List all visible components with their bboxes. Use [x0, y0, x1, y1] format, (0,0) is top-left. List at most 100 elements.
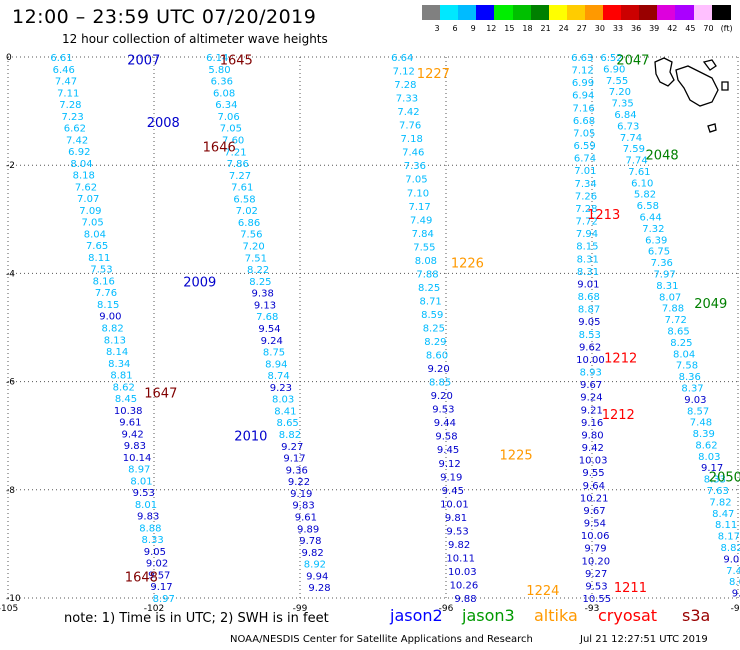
- swh-value: 9.53: [446, 526, 468, 537]
- swh-value: 7.34: [575, 179, 597, 190]
- swh-value: 9.83: [292, 501, 314, 512]
- swh-value: 9.27: [585, 569, 607, 580]
- swh-value: 6.10: [631, 178, 653, 189]
- swh-value: 7.11: [57, 88, 79, 99]
- scale-label: 24: [558, 24, 569, 33]
- lat-tick-label: -10: [6, 594, 21, 604]
- swh-value: 10.21: [580, 493, 609, 504]
- swh-value: 8.31: [577, 254, 599, 265]
- swh-value: 9.61: [119, 418, 141, 429]
- swh-value: 7.28: [575, 204, 597, 215]
- time-label: 1213: [587, 208, 620, 223]
- swh-value: 9.42: [582, 443, 604, 454]
- swh-value: 8.53: [579, 330, 601, 341]
- lon-tick-label: -90: [731, 604, 740, 614]
- swh-value: 6.34: [215, 100, 237, 111]
- lon-tick-label: -102: [144, 604, 164, 614]
- swh-value: 7.05: [405, 175, 427, 186]
- scale-swatch: [693, 5, 713, 20]
- swh-value: 9.17: [150, 582, 172, 593]
- swh-value: 7.88: [416, 269, 438, 280]
- scale-label: 70: [703, 24, 714, 33]
- swh-value: 10.38: [114, 406, 143, 417]
- swh-value: 8.04: [673, 349, 695, 360]
- swh-value: 9.80: [581, 430, 603, 441]
- swh-value: 9.62: [579, 342, 601, 353]
- time-label: 1212: [602, 408, 635, 423]
- swh-value: 6.59: [574, 141, 596, 152]
- swh-value: 7.51: [245, 253, 267, 264]
- swh-value: 7.68: [256, 312, 278, 323]
- swh-value: 7.56: [240, 230, 262, 241]
- scale-swatch: [530, 5, 550, 20]
- swh-value: 9.24: [580, 393, 602, 404]
- swh-value: 7.16: [572, 103, 594, 114]
- swh-value: 7.74: [625, 156, 647, 167]
- swh-value: 10.06: [581, 531, 610, 542]
- swh-value: 9.02: [146, 559, 168, 570]
- swh-value: 7.17: [408, 202, 430, 213]
- swh-value: 9.19: [290, 489, 312, 500]
- swh-value: 6.99: [572, 78, 594, 89]
- island-outline: [721, 81, 729, 91]
- swh-value: 8.65: [667, 326, 689, 337]
- swh-value: 8.22: [247, 265, 269, 276]
- island-outline: [707, 123, 717, 133]
- swh-value: 8.93: [580, 368, 602, 379]
- swh-value: 7.01: [574, 166, 596, 177]
- swh-value: 8.94: [265, 359, 287, 370]
- swh-value: 7.41: [726, 566, 740, 577]
- swh-value: 7.20: [242, 242, 264, 253]
- time-label: 1647: [144, 386, 177, 401]
- swh-value: 7.23: [62, 112, 84, 123]
- swh-value: 8.25: [418, 283, 440, 294]
- scale-swatch: [566, 5, 586, 20]
- swh-value: 9.42: [121, 429, 143, 440]
- swh-value: 6.52: [600, 53, 622, 64]
- swh-value: 9.27: [281, 442, 303, 453]
- swh-value: 8.07: [659, 292, 681, 303]
- swh-value: 7.61: [231, 183, 253, 194]
- swh-value: 9.20: [431, 391, 453, 402]
- swh-value: 5.80: [208, 65, 230, 76]
- swh-value: 10.03: [448, 567, 477, 578]
- swh-value: 8.11: [88, 253, 110, 264]
- lon-tick-label: -99: [293, 604, 308, 614]
- swh-value: 8.45: [115, 394, 137, 405]
- swh-value: 9.53: [432, 405, 454, 416]
- scale-swatch: [512, 5, 532, 20]
- swh-value: 9.23: [270, 383, 292, 394]
- scale-swatch: [440, 5, 460, 20]
- swh-value: 7.05: [220, 124, 242, 135]
- scale-label: 36: [631, 24, 642, 33]
- time-label: 1227: [417, 67, 450, 82]
- swh-value: 7.27: [229, 171, 251, 182]
- swh-value: 7.26: [575, 191, 597, 202]
- swh-value: 8.01: [130, 476, 152, 487]
- swh-value: 10.03: [579, 456, 608, 467]
- swh-value: 7.47: [55, 77, 77, 88]
- swh-value: 7.12: [571, 66, 593, 77]
- scale-swatch: [494, 5, 514, 20]
- swh-value: 10.26: [450, 580, 479, 591]
- swh-value: 9.57: [148, 570, 170, 581]
- note-text: note: 1) Time is in UTC; 2) SWH is in fe…: [64, 611, 329, 626]
- scale-swatch: [548, 5, 568, 20]
- swh-value: 7.62: [75, 182, 97, 193]
- satellite-legend-jason3: jason3: [462, 606, 515, 625]
- swh-value: 9.82: [302, 548, 324, 559]
- scale-swatch: [657, 5, 677, 20]
- swh-value: 8.16: [93, 276, 115, 287]
- scale-swatch: [476, 5, 496, 20]
- swh-value: 7.84: [412, 229, 434, 240]
- swh-value: 8.31: [577, 267, 599, 278]
- swh-value: 8.60: [426, 351, 448, 362]
- satellite-legend-jason2: jason2: [390, 606, 443, 625]
- swh-value: 6.94: [572, 91, 594, 102]
- swh-value: 6.74: [574, 154, 596, 165]
- scale-swatch: [422, 5, 441, 20]
- map-title: 12:00 – 23:59 UTC 07/20/2019: [12, 6, 317, 28]
- swh-value: 7.05: [573, 128, 595, 139]
- swh-value: 7.88: [662, 304, 684, 315]
